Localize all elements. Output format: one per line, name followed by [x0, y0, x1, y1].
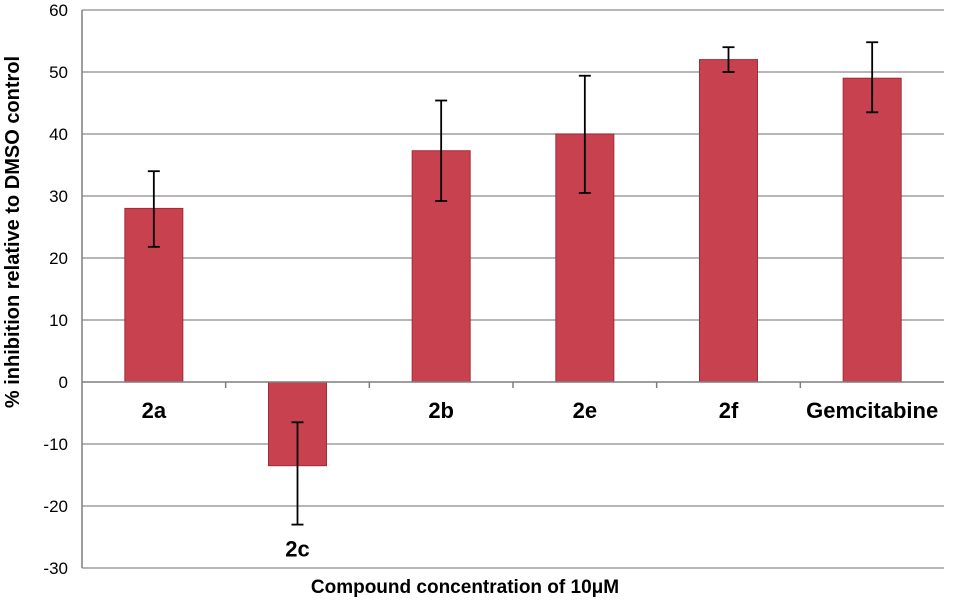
category-label: 2b: [428, 398, 454, 423]
error-bars: [147, 41, 879, 526]
labels: 60 50 40 30 20 10 0 -10 -20 -30 2a 2c 2b 2e 2f Gemcitab…: [43, 1, 938, 578]
y-tick-label: 30: [49, 187, 68, 206]
y-tick-label: 0: [59, 373, 68, 392]
y-tick-label: 40: [49, 125, 68, 144]
y-tick-label: 10: [49, 311, 68, 330]
gridlines: [82, 9, 944, 569]
category-label: 2a: [142, 398, 167, 423]
category-label: 2c: [285, 537, 309, 562]
category-label: 2f: [719, 398, 739, 423]
y-tick-label: 50: [49, 63, 68, 82]
y-tick-label: 20: [49, 249, 68, 268]
category-label: Gemcitabine: [806, 398, 938, 423]
category-label: 2e: [573, 398, 597, 423]
x-axis-title: Compound concentration of 10μM: [311, 577, 619, 598]
y-axis-title: % inhibition relative to DMSO control: [2, 56, 24, 408]
y-tick-label: 60: [49, 1, 68, 20]
y-tick-label: -20: [43, 497, 68, 516]
bars: [124, 59, 902, 467]
bar: [842, 77, 902, 383]
y-tick-label: -30: [43, 559, 68, 578]
y-tick-label: -10: [43, 435, 68, 454]
axes: [81, 10, 944, 568]
bar: [699, 59, 758, 383]
